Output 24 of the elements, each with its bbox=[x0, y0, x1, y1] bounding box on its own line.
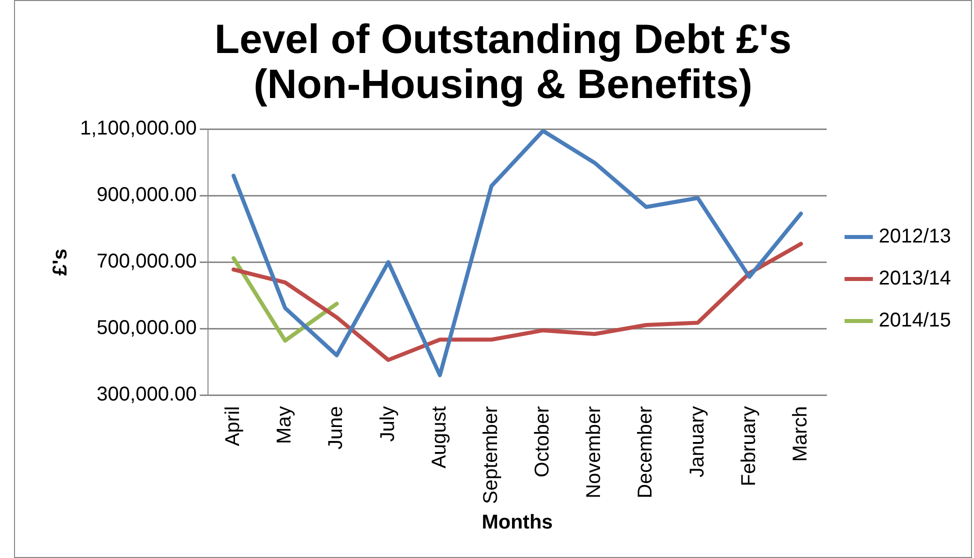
text: (Non-Housing & Benefits) bbox=[254, 60, 752, 107]
x-tick-label: September bbox=[480, 406, 502, 504]
y-tick-label: 1,100,000.00 bbox=[80, 118, 197, 140]
text: Level of Outstanding Debt £'s bbox=[214, 16, 792, 62]
x-tick-label: December bbox=[634, 406, 657, 498]
x-tick-label: April bbox=[222, 406, 244, 446]
y-axis-title: £'s bbox=[50, 248, 72, 276]
x-tick-label: October bbox=[532, 406, 554, 478]
x-tick-label: January bbox=[686, 406, 708, 478]
legend-label: 2013/14 bbox=[878, 268, 951, 290]
x-tick-label: February bbox=[738, 406, 760, 486]
y-tick-label: 700,000.00 bbox=[96, 250, 197, 273]
x-tick-label: March bbox=[789, 406, 812, 462]
y-tick-label: 500,000.00 bbox=[96, 317, 197, 340]
x-tick-label: November bbox=[583, 406, 606, 498]
x-tick-label: August bbox=[428, 406, 450, 468]
legend-label: 2014/15 bbox=[878, 310, 951, 332]
x-axis-title: Months bbox=[482, 512, 553, 534]
y-tick-label: 900,000.00 bbox=[96, 184, 197, 206]
x-tick-label: May bbox=[274, 406, 296, 444]
x-tick-label: June bbox=[325, 406, 348, 450]
x-tick-label: July bbox=[376, 406, 399, 442]
y-tick-label: 300,000.00 bbox=[96, 384, 197, 406]
legend-label: 2012/13 bbox=[878, 226, 951, 248]
